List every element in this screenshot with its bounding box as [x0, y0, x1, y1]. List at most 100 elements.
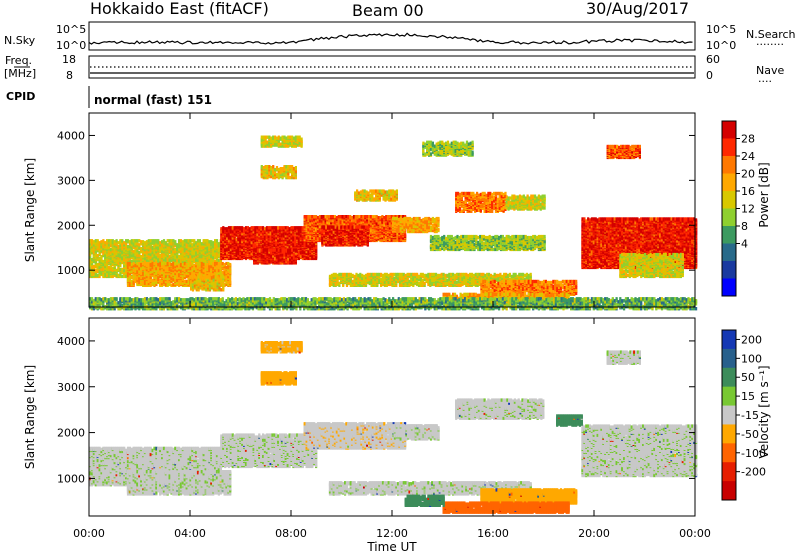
- power-region-4: [253, 248, 297, 264]
- velocity-region-12: [607, 350, 641, 365]
- velocity-region-8: [443, 501, 570, 514]
- radar-title: Hokkaido East (fitACF): [90, 0, 269, 18]
- colorbar-tick-label: 200: [741, 333, 762, 346]
- colorbar-swatch: [722, 156, 736, 174]
- power-region-7: [392, 217, 440, 233]
- power-region-6: [321, 225, 369, 246]
- colorbar-swatch: [722, 330, 736, 349]
- cpid-panel: CPID normal (fast) 151: [6, 86, 212, 108]
- colorbar-swatch: [722, 424, 736, 443]
- colorbar-swatch: [722, 209, 736, 227]
- nsky-label: N.Sky: [4, 34, 36, 47]
- power-region-18: [422, 141, 473, 157]
- power-region-8: [354, 189, 398, 201]
- freq-left-tick-bottom: 8: [66, 69, 73, 82]
- ytick-label: 2000: [57, 219, 85, 232]
- nave-legend: ....: [758, 72, 772, 85]
- colorbar-swatch: [722, 279, 736, 297]
- nsky-series-line: [89, 33, 693, 44]
- velocity-heatmap: [89, 341, 697, 514]
- colorbar-swatch: [722, 443, 736, 462]
- colorbar-swatch: [722, 406, 736, 425]
- velocity-region-13: [261, 371, 297, 386]
- velocity-region-3: [304, 422, 407, 450]
- power-region-20: [261, 136, 303, 148]
- colorbar-tick-label: 12: [741, 203, 755, 216]
- colorbar-tick-label: 16: [741, 185, 755, 198]
- power-region-17: [607, 145, 641, 159]
- colorbar-swatch: [722, 368, 736, 387]
- ytick-label: 4000: [57, 335, 85, 348]
- nsky-left-tick-bottom: 10^0: [56, 39, 86, 52]
- date-label: 30/Aug/2017: [586, 0, 689, 18]
- velocity-ylabel: Slant Range [km]: [23, 365, 37, 469]
- beam-label: Beam 00: [352, 1, 424, 20]
- ytick-label: 1000: [57, 264, 85, 277]
- freq-right-tick-bottom: 0: [706, 69, 713, 82]
- velocity-region-5: [455, 398, 544, 420]
- velocity-region-10: [581, 424, 697, 477]
- velocity-colorbar-label: Velocity [m s⁻¹]: [757, 365, 771, 458]
- colorbar-tick-label: 28: [741, 133, 755, 146]
- power-region-21: [89, 297, 697, 310]
- colorbar-swatch: [722, 462, 736, 481]
- power-region-9: [455, 192, 507, 213]
- colorbar-tick-label: 4: [741, 238, 748, 251]
- xtick-label: 04:00: [174, 527, 206, 540]
- colorbar-swatch: [722, 191, 736, 209]
- power-region-2: [190, 275, 224, 291]
- x-axis-label: Time UT: [366, 540, 417, 554]
- freq-label-2: [MHz]: [4, 67, 36, 80]
- xtick-label: 20:00: [578, 527, 610, 540]
- velocity-region-2: [220, 433, 317, 468]
- colorbar-tick-label: -200: [741, 466, 766, 479]
- colorbar-tick-label: 20: [741, 168, 755, 181]
- colorbar-swatch: [722, 261, 736, 279]
- power-panel: 4000 3000 2000 1000 Slant Range [km] 28 24 20…: [23, 113, 771, 310]
- cpid-value: normal (fast) 151: [94, 93, 212, 107]
- nsearch-legend: ........: [756, 35, 784, 48]
- power-colorbar-label: Power [dB]: [757, 162, 771, 227]
- colorbar-swatch: [722, 244, 736, 262]
- power-region-10: [506, 195, 546, 211]
- freq-label-1: Freq.: [5, 54, 32, 67]
- colorbar-tick-label: 24: [741, 150, 755, 163]
- colorbar-swatch: [722, 121, 736, 139]
- freq-left-tick-top: 18: [62, 53, 76, 66]
- colorbar-swatch: [722, 387, 736, 406]
- colorbar-swatch: [722, 139, 736, 157]
- velocity-region-11: [556, 414, 583, 427]
- xtick-label: 00:00: [679, 527, 711, 540]
- ytick-label: 3000: [57, 174, 85, 187]
- colorbar-swatch: [722, 481, 736, 500]
- rti-plot: Hokkaido East (fitACF) Beam 00 30/Aug/20…: [0, 0, 800, 554]
- colorbar-tick-label: 100: [741, 352, 762, 365]
- power-ylabel: Slant Range [km]: [23, 158, 37, 262]
- xtick-label: 08:00: [275, 527, 307, 540]
- nsky-right-tick-bottom: 10^0: [706, 39, 736, 52]
- velocity-region-9: [405, 495, 445, 507]
- colorbar-swatch: [722, 349, 736, 368]
- xtick-label: 00:00: [73, 527, 105, 540]
- xtick-label: 12:00: [376, 527, 408, 540]
- ytick-label: 1000: [57, 472, 85, 485]
- power-heatmap: [89, 136, 697, 311]
- nsky-left-tick-top: 10^5: [56, 23, 86, 36]
- colorbar-swatch: [722, 226, 736, 244]
- ytick-label: 4000: [57, 129, 85, 142]
- ytick-label: 3000: [57, 381, 85, 394]
- colorbar-tick-label: 50: [741, 371, 755, 384]
- freq-panel: Freq. [MHz] 18 8 60 0 Nave ....: [4, 53, 784, 85]
- velocity-region-14: [261, 341, 303, 354]
- power-colorbar: 28 24 20 16 12 8 4: [722, 121, 755, 297]
- power-region-16: [619, 253, 684, 278]
- xtick-label: 16:00: [477, 527, 509, 540]
- nsky-right-tick-top: 10^5: [706, 23, 736, 36]
- cpid-label: CPID: [6, 90, 35, 103]
- colorbar-swatch: [722, 174, 736, 192]
- power-region-11: [430, 235, 546, 251]
- colorbar-tick-label: 8: [741, 220, 748, 233]
- velocity-region-1: [127, 470, 231, 496]
- power-region-19: [261, 165, 297, 179]
